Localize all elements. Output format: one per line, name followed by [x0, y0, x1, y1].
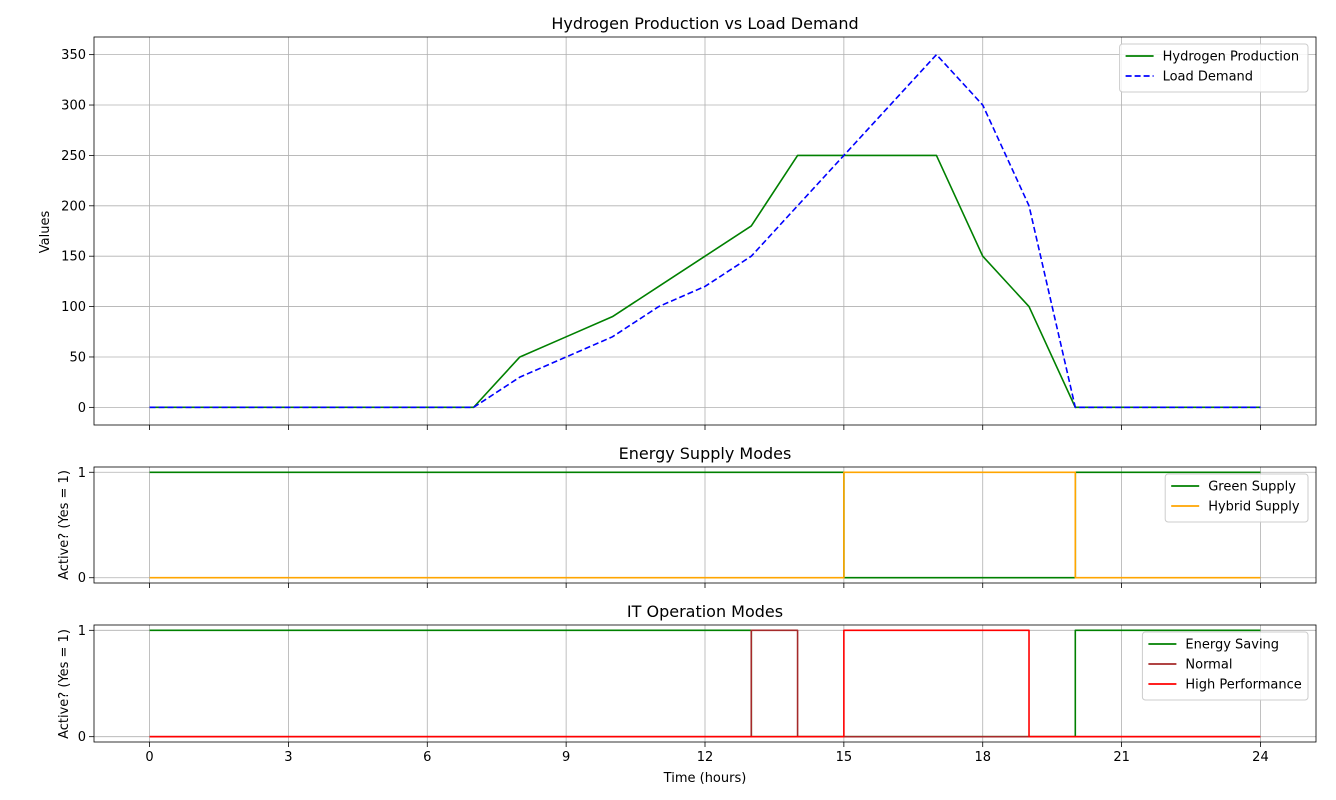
- it-operation-xtick-label: 15: [836, 750, 853, 765]
- hydrogen-ytick-label: 150: [61, 250, 86, 265]
- it-operation-xtick-label: 21: [1113, 750, 1130, 765]
- hydrogen-series-load-demand: [149, 53, 1261, 409]
- energy-supply-panel: Energy Supply Modes Active? (Yes = 1) 0 1…: [57, 444, 1317, 588]
- it-operation-series-high-performance: [149, 629, 1261, 738]
- energy-supply-series-hybrid-supply: [149, 471, 1261, 579]
- hydrogen-legend-label-hydrogen-production: Hydrogen Production: [1163, 50, 1300, 65]
- hydrogen-ytick-label: 350: [61, 48, 86, 63]
- energy-supply-legend-label-hybrid-supply: Hybrid Supply: [1208, 500, 1300, 515]
- it-operation-legend-label-high-performance: High Performance: [1185, 678, 1301, 693]
- it-operation-panel-title: IT Operation Modes: [627, 602, 783, 621]
- hydrogen-ytick-label: 300: [61, 99, 86, 114]
- hydrogen-ytick-label: 250: [61, 149, 86, 164]
- energy-supply-series-green-supply: [149, 471, 1261, 579]
- energy-supply-ytick-label: 0: [78, 571, 86, 586]
- it-operation-panel-xlabel: Time (hours): [663, 771, 747, 786]
- energy-supply-legend-box: [1164, 473, 1309, 523]
- it-operation-xtick-label: 6: [423, 750, 431, 765]
- energy-supply-ytick-label: 1: [78, 466, 86, 481]
- energy-supply-panel-title: Energy Supply Modes: [619, 444, 792, 463]
- energy-supply-legend-label-green-supply: Green Supply: [1208, 480, 1296, 495]
- hydrogen-legend-label-load-demand: Load Demand: [1163, 70, 1253, 85]
- hydrogen-legend: Hydrogen Production Load Demand: [1119, 43, 1309, 93]
- energy-supply-panel-ylabel: Active? (Yes = 1): [57, 470, 72, 580]
- hydrogen-panel-title: Hydrogen Production vs Load Demand: [551, 14, 858, 33]
- hydrogen-ytick-label: 0: [78, 401, 86, 416]
- energy-supply-series-group: [149, 471, 1261, 579]
- it-operation-xtick-label: 0: [145, 750, 153, 765]
- it-operation-xtick-label: 3: [284, 750, 292, 765]
- it-operation-legend-label-energy-saving: Energy Saving: [1185, 638, 1279, 653]
- it-operation-ytick-label: 0: [78, 730, 86, 745]
- hydrogen-ytick-label: 50: [69, 350, 86, 365]
- it-operation-panel-ylabel: Active? (Yes = 1): [57, 629, 72, 739]
- it-operation-xtick-label: 24: [1252, 750, 1269, 765]
- hydrogen-panel-ylabel: Values: [38, 211, 53, 254]
- it-operation-ytick-label: 1: [78, 624, 86, 639]
- it-operation-legend-box: [1141, 631, 1309, 701]
- hydrogen-panel: Hydrogen Production vs Load Demand Value…: [38, 14, 1317, 430]
- hydrogen-legend-box: [1119, 43, 1309, 93]
- it-operation-series-group: [149, 629, 1261, 738]
- it-operation-xtick-label: 9: [562, 750, 570, 765]
- hydrogen-ytick-label: 100: [61, 300, 86, 315]
- hydrogen-ytick-label: 200: [61, 199, 86, 214]
- it-operation-legend: Energy Saving Normal High Performance: [1141, 631, 1309, 701]
- it-operation-xtick-label: 18: [974, 750, 991, 765]
- it-operation-panel: IT Operation Modes Active? (Yes = 1) Tim…: [57, 602, 1317, 786]
- it-operation-legend-label-normal: Normal: [1185, 658, 1232, 673]
- hydrogen-series-group: [149, 53, 1261, 409]
- it-operation-xtick-label: 12: [697, 750, 714, 765]
- energy-supply-legend: Green Supply Hybrid Supply: [1164, 473, 1309, 523]
